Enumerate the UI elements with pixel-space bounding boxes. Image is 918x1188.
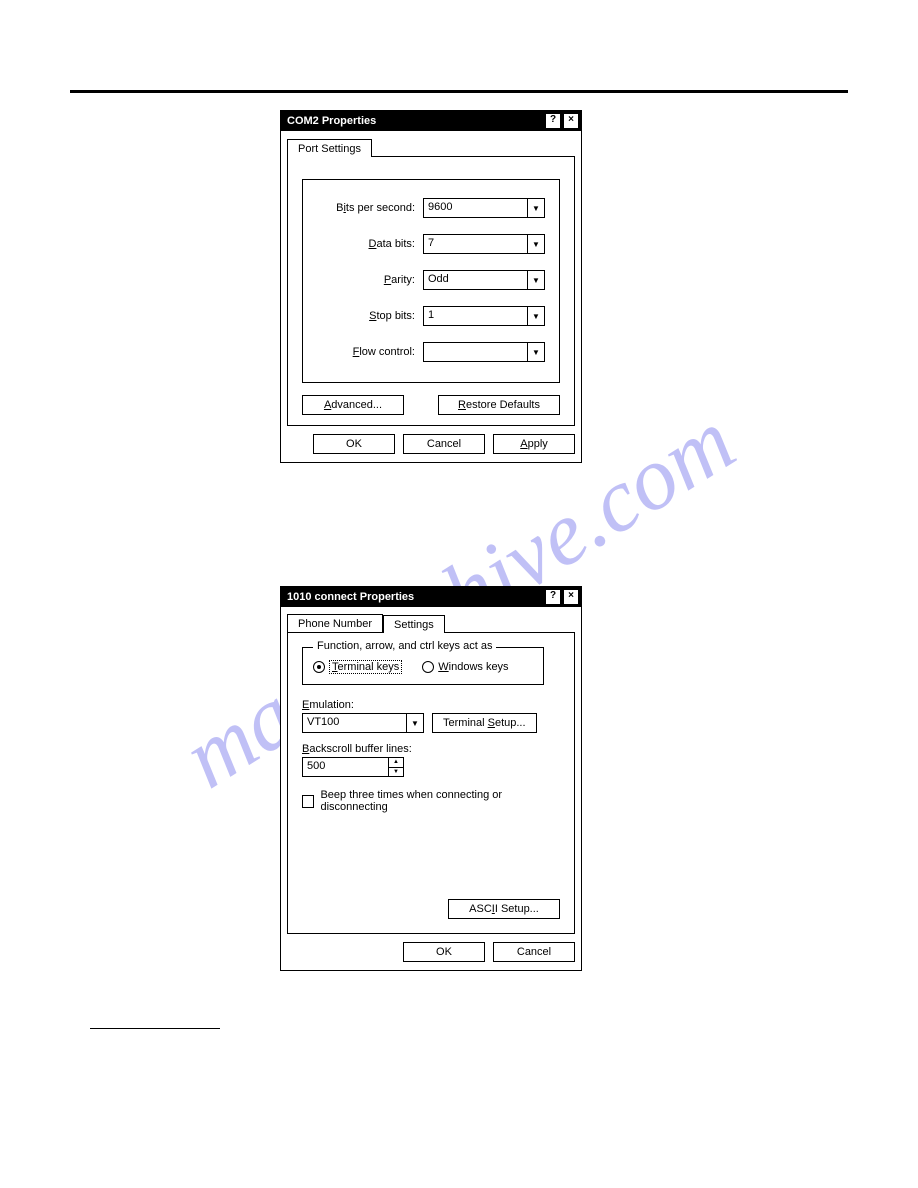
combo-emulation[interactable]: VT100 ▼ (302, 713, 424, 733)
group-legend: Function, arrow, and ctrl keys act as (313, 640, 496, 652)
com2-properties-dialog: COM2 Properties ? × Port Settings Bits p… (280, 110, 582, 463)
combo-stop-bits[interactable]: 1 ▼ (423, 306, 545, 326)
help-button[interactable]: ? (545, 113, 561, 129)
combo-parity[interactable]: Odd ▼ (423, 270, 545, 290)
row-data-bits: Data bits: 7 ▼ (317, 234, 545, 254)
spin-backscroll[interactable]: 500 ▲▼ (302, 757, 404, 777)
footnote-rule (90, 1028, 220, 1029)
chevron-down-icon: ▼ (527, 343, 544, 361)
ascii-setup-button[interactable]: ASCII Setup... (448, 899, 560, 919)
label-stop-bits: Stop bits: (369, 310, 415, 322)
close-button[interactable]: × (563, 113, 579, 129)
row-bits-per-second: Bits per second: 9600 ▼ (317, 198, 545, 218)
checkbox-beep[interactable]: Beep three times when connecting or disc… (302, 789, 560, 813)
row-parity: Parity: Odd ▼ (317, 270, 545, 290)
chevron-down-icon: ▼ (527, 307, 544, 325)
cancel-button[interactable]: Cancel (403, 434, 485, 454)
dialog-title: COM2 Properties (287, 115, 543, 127)
chevron-down-icon: ▼ (406, 714, 423, 732)
chevron-down-icon: ▼ (527, 235, 544, 253)
cancel-button[interactable]: Cancel (493, 942, 575, 962)
checkbox-box-icon (302, 795, 314, 808)
combo-value: 1 (424, 307, 527, 325)
label-backscroll: Backscroll buffer lines: (302, 743, 560, 755)
group-button-row: Advanced... Restore Defaults (302, 395, 560, 415)
dialog-title: 1010 connect Properties (287, 591, 543, 603)
page-top-rule (70, 90, 848, 93)
tab-page: Function, arrow, and ctrl keys act as Te… (287, 632, 575, 934)
radio-terminal-keys[interactable]: Terminal keys (313, 660, 402, 674)
radio-windows-keys[interactable]: Windows keys (422, 661, 508, 673)
label-data-bits: Data bits: (369, 238, 415, 250)
label-flow-control: Flow control: (353, 346, 415, 358)
combo-value: VT100 (303, 714, 406, 732)
titlebar: 1010 connect Properties ? × (281, 587, 581, 607)
dialog-client: Phone Number Settings Function, arrow, a… (281, 607, 581, 970)
dialog-button-row: OK Cancel (287, 942, 575, 962)
close-button[interactable]: × (563, 589, 579, 605)
radio-dot-icon (422, 661, 434, 673)
ascii-row: ASCII Setup... (448, 899, 560, 919)
help-button[interactable]: ? (545, 589, 561, 605)
connect-properties-dialog: 1010 connect Properties ? × Phone Number… (280, 586, 582, 971)
restore-defaults-button[interactable]: Restore Defaults (438, 395, 560, 415)
chevron-down-icon: ▼ (527, 271, 544, 289)
tab-page: Bits per second: 9600 ▼ Data bits: 7 ▼ P… (287, 156, 575, 426)
combo-value: 9600 (424, 199, 527, 217)
tab-port-settings[interactable]: Port Settings (287, 139, 372, 157)
advanced-button[interactable]: Advanced... (302, 395, 404, 415)
dialog-client: Port Settings Bits per second: 9600 ▼ Da… (281, 131, 581, 462)
combo-value: Odd (424, 271, 527, 289)
chevron-down-icon: ▼ (527, 199, 544, 217)
tabstrip: Phone Number Settings (287, 613, 575, 633)
dialog-button-row: OK Cancel Apply (287, 434, 575, 454)
label-bits-per-second: Bits per second: (336, 202, 415, 214)
tabstrip: Port Settings (287, 137, 575, 157)
tab-settings[interactable]: Settings (383, 615, 445, 633)
titlebar: COM2 Properties ? × (281, 111, 581, 131)
tab-phone-number[interactable]: Phone Number (287, 614, 383, 633)
combo-value: 7 (424, 235, 527, 253)
combo-bits-per-second[interactable]: 9600 ▼ (423, 198, 545, 218)
ok-button[interactable]: OK (403, 942, 485, 962)
row-flow-control: Flow control: ▼ (317, 342, 545, 362)
terminal-setup-button[interactable]: Terminal Setup... (432, 713, 537, 733)
function-keys-group: Function, arrow, and ctrl keys act as Te… (302, 647, 544, 685)
backscroll-section: Backscroll buffer lines: 500 ▲▼ (302, 743, 560, 777)
beep-row: Beep three times when connecting or disc… (302, 789, 560, 813)
combo-flow-control[interactable]: ▼ (423, 342, 545, 362)
spin-arrows-icon: ▲▼ (388, 758, 403, 776)
emulation-section: Emulation: VT100 ▼ Terminal Setup... (302, 699, 560, 733)
label-emulation: Emulation: (302, 699, 560, 711)
apply-button[interactable]: Apply (493, 434, 575, 454)
spin-value: 500 (303, 758, 388, 776)
combo-value (424, 343, 527, 361)
port-settings-group: Bits per second: 9600 ▼ Data bits: 7 ▼ P… (302, 179, 560, 383)
ok-button[interactable]: OK (313, 434, 395, 454)
row-stop-bits: Stop bits: 1 ▼ (317, 306, 545, 326)
checkbox-label: Beep three times when connecting or disc… (320, 789, 560, 813)
radio-dot-icon (313, 661, 325, 673)
label-parity: Parity: (384, 274, 415, 286)
combo-data-bits[interactable]: 7 ▼ (423, 234, 545, 254)
